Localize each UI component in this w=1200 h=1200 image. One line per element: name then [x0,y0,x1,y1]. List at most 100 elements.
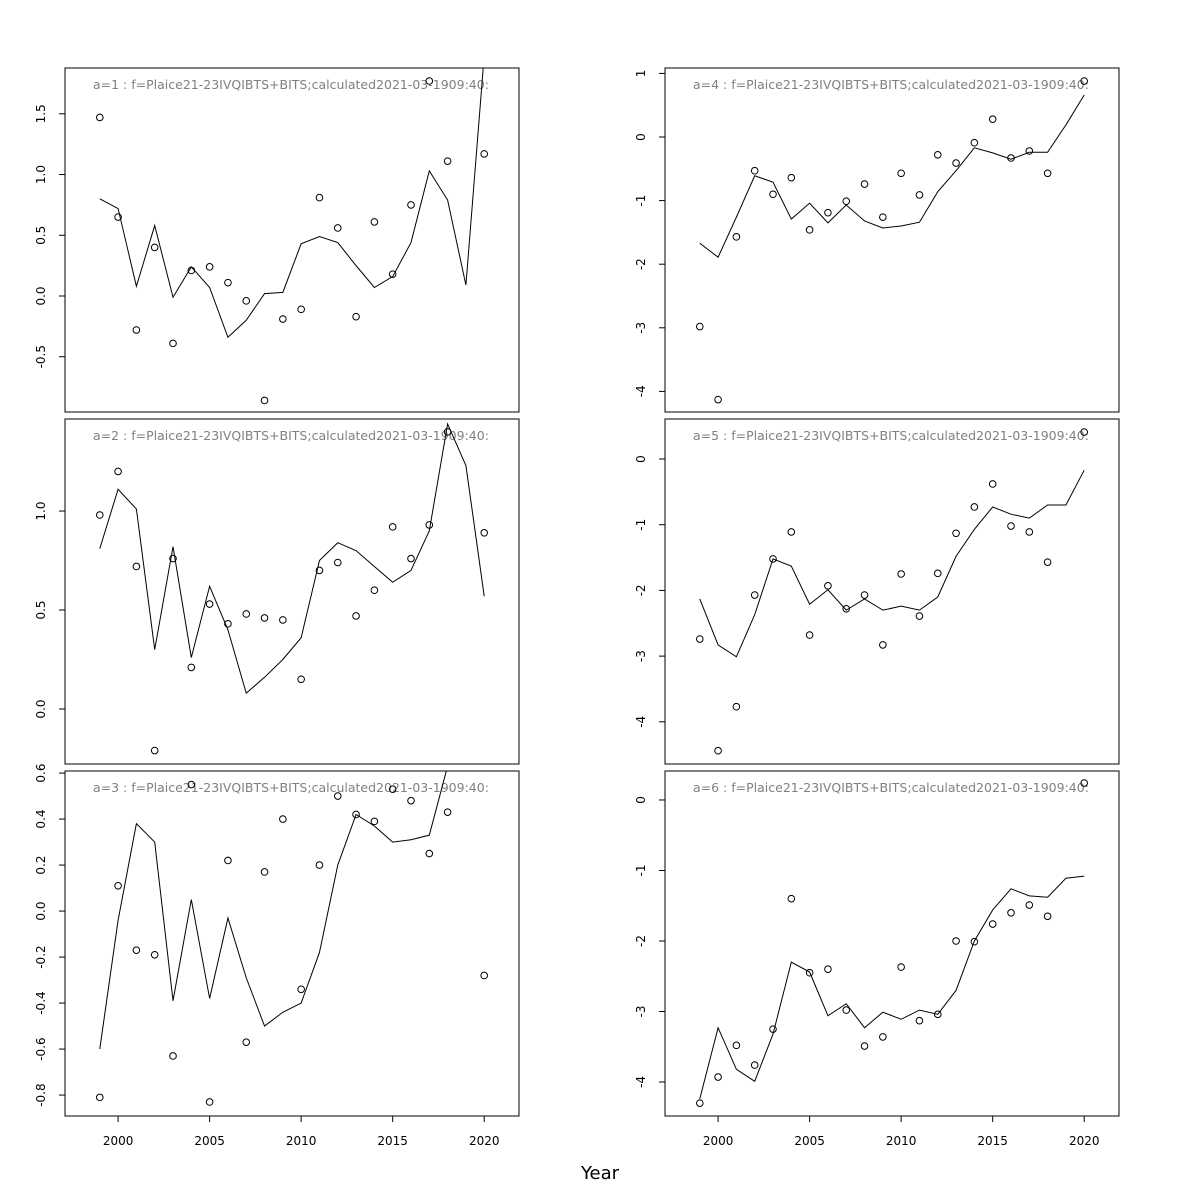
data-point [787,528,796,536]
data-point [879,213,887,221]
x-tick-label: 2020 [469,1134,500,1148]
panel-title: a=4 : f=Plaice21-23IVQIBTS+BITS;calculat… [693,77,1089,92]
data-point [114,881,122,890]
data-point [260,614,269,622]
y-tick-label: -0.4 [34,991,48,1014]
y-tick-label: 0.5 [34,600,48,619]
y-tick-label: -3 [634,650,648,662]
y-tick-label: -0.5 [34,345,48,368]
data-point [769,1025,777,1033]
data-point [915,1016,924,1025]
data-point [205,1098,214,1106]
plot-frame [664,770,1120,1117]
x-tick-label: 2000 [103,1134,134,1148]
data-point [952,159,960,167]
data-point [1043,912,1052,921]
data-point [805,631,814,639]
plot-area [699,875,1085,1100]
x-tick-label: 2015 [377,1134,408,1148]
data-point [1043,558,1052,566]
data-point [842,605,851,613]
y-tick-label: -2 [634,584,648,596]
data-point [695,635,704,643]
fitted-line [99,771,447,1050]
data-point [150,746,159,755]
panel-6: a=6 : f=Plaice21-23IVQIBTS+BITS;calculat… [634,770,1120,1148]
data-point [297,305,305,314]
data-point [897,169,905,178]
plot-area [99,771,447,1050]
x-tick-label: 2010 [886,1134,917,1148]
plot-frame [64,770,520,1117]
y-tick-label: 0 [634,455,648,463]
data-point [879,1033,887,1041]
data-point [1080,77,1089,85]
data-point [352,612,360,620]
data-point [114,213,122,221]
x-tick-label: 2000 [703,1134,734,1148]
y-tick-label: -0.2 [34,945,48,968]
y-tick-label: -1 [634,519,648,531]
data-point [897,570,905,578]
y-tick-label: -2 [634,935,648,947]
data-point [952,937,960,945]
data-point [242,297,251,305]
y-tick-label: 0.2 [34,856,48,875]
data-point [443,428,452,436]
plot-area [99,68,484,339]
data-point [988,920,997,928]
data-point [805,226,814,234]
data-point [224,278,232,287]
data-point [769,555,777,563]
y-tick-label: -4 [634,385,648,397]
data-point [480,150,489,158]
data-point [297,985,305,994]
data-point [915,612,924,620]
y-tick-label: -3 [634,322,648,334]
data-point [425,521,434,529]
data-point [860,591,869,599]
data-point [443,808,452,816]
data-point [750,1061,759,1069]
y-tick-label: 1 [634,70,648,78]
data-point [370,218,379,226]
panel-title: a=5 : f=Plaice21-23IVQIBTS+BITS;calculat… [693,428,1089,443]
data-point [732,1041,741,1050]
data-point [224,620,232,628]
panel-5: a=5 : f=Plaice21-23IVQIBTS+BITS;calculat… [634,418,1120,765]
data-point [1007,154,1015,162]
fitted-line [699,469,1085,658]
data-point [480,971,489,980]
data-point [388,785,397,793]
data-point [933,569,942,578]
data-point [732,233,741,241]
y-tick-label: 0.4 [34,810,48,829]
plot-area [699,94,1085,258]
data-point [970,503,979,511]
data-point [750,166,759,175]
data-point [333,224,342,232]
data-point [132,326,141,334]
data-point [1080,779,1089,787]
data-point [805,968,814,977]
data-point [988,115,997,123]
data-point [750,591,759,599]
data-point [352,810,360,819]
data-point [787,173,796,182]
data-point [187,780,196,789]
data-point [297,675,305,684]
data-point [279,315,287,323]
x-tick-label: 2010 [286,1134,317,1148]
data-point [824,208,832,217]
x-tick-label: 2005 [794,1134,825,1148]
data-point [787,894,796,903]
data-point [933,151,942,159]
data-point [425,77,434,85]
data-point [169,339,177,348]
data-point [260,396,269,405]
y-tick-label: 0 [634,796,648,804]
y-tick-label: -2 [634,258,648,270]
data-point [95,1093,104,1102]
x-axis-label: Year [580,1163,620,1184]
data-point [370,817,379,826]
